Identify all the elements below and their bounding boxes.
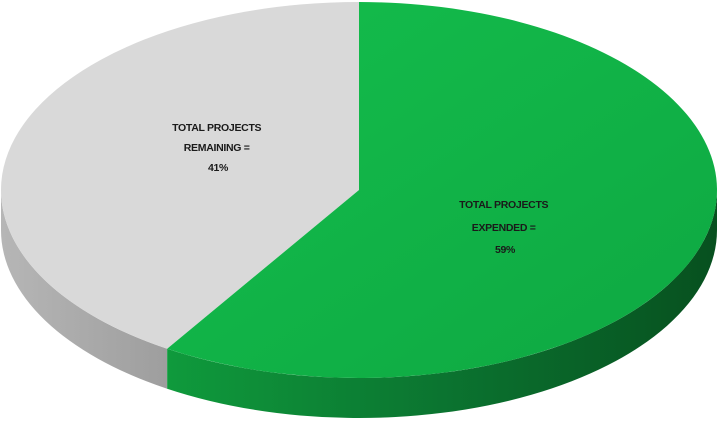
slice-remaining-label: TOTAL PROJECTS REMAINING = 41% xyxy=(172,122,264,174)
slice-expended-label-line: 59% xyxy=(495,244,516,256)
slice-remaining-label-line: REMAINING = xyxy=(184,142,250,154)
slice-remaining-label-line: 41% xyxy=(208,162,229,174)
slice-expended-label-line: TOTAL PROJECTS xyxy=(459,199,548,211)
slice-expended xyxy=(167,1,718,378)
slice-expended-side xyxy=(167,190,718,418)
slice-remaining-label-line: TOTAL PROJECTS xyxy=(172,122,261,134)
slice-expended-label: TOTAL PROJECTS EXPENDED = 59% xyxy=(459,199,551,256)
slice-expended-label-line: EXPENDED = xyxy=(472,222,536,234)
slice-remaining xyxy=(1,2,359,349)
slice-remaining-side xyxy=(1,190,168,389)
